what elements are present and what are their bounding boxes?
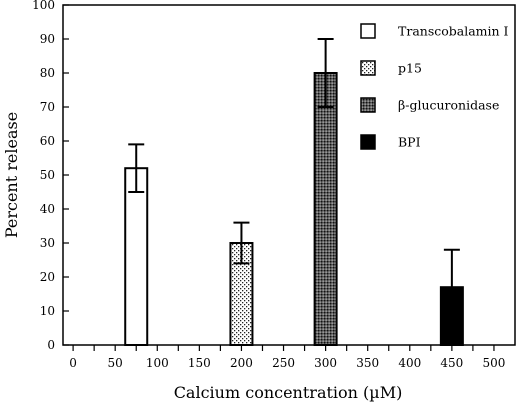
x-axis: 0 50 100 150 200 250 300 350 400 450 500	[69, 345, 505, 370]
y-axis-title: Percent release	[2, 112, 21, 238]
legend-label: Transcobalamin I	[398, 24, 509, 39]
x-tick-label: 450	[440, 356, 463, 370]
legend-swatch	[360, 134, 376, 150]
y-tick-label: 0	[47, 338, 55, 352]
y-tick-label: 60	[40, 134, 55, 148]
bar	[124, 167, 149, 346]
legend-label: BPI	[398, 135, 421, 150]
bars	[124, 38, 464, 347]
x-tick-label: 400	[398, 356, 421, 370]
x-tick-label: 200	[230, 356, 253, 370]
y-axis: 0 10 20 30 40 50 60 70 80 90 100	[32, 0, 69, 352]
y-tick-label: 30	[40, 236, 55, 250]
x-tick-label: 100	[146, 356, 169, 370]
x-tick-label: 250	[272, 356, 295, 370]
y-tick-label: 80	[40, 66, 55, 80]
legend-swatch	[360, 97, 376, 113]
x-tick-label: 0	[69, 356, 77, 370]
x-axis-title: Calcium concentration (µM)	[174, 383, 403, 402]
x-tick-label: 50	[108, 356, 123, 370]
y-tick-label: 70	[40, 100, 55, 114]
y-tick-label: 40	[40, 202, 55, 216]
x-tick-label: 150	[188, 356, 211, 370]
y-tick-label: 10	[40, 304, 55, 318]
x-tick-label: 500	[483, 356, 506, 370]
legend-swatch	[360, 23, 376, 39]
legend-label: p15	[398, 61, 422, 76]
x-tick-label: 350	[356, 356, 379, 370]
y-tick-label: 90	[40, 32, 55, 46]
legend-swatch	[360, 60, 376, 76]
bar	[313, 72, 338, 346]
legend: Transcobalamin I p15 β-glucuronidase BPI	[360, 23, 509, 150]
legend-label: β-glucuronidase	[398, 98, 499, 113]
y-tick-label: 100	[32, 0, 55, 12]
x-tick-label: 300	[314, 356, 337, 370]
y-tick-label: 50	[40, 168, 55, 182]
y-tick-label: 20	[40, 270, 55, 284]
